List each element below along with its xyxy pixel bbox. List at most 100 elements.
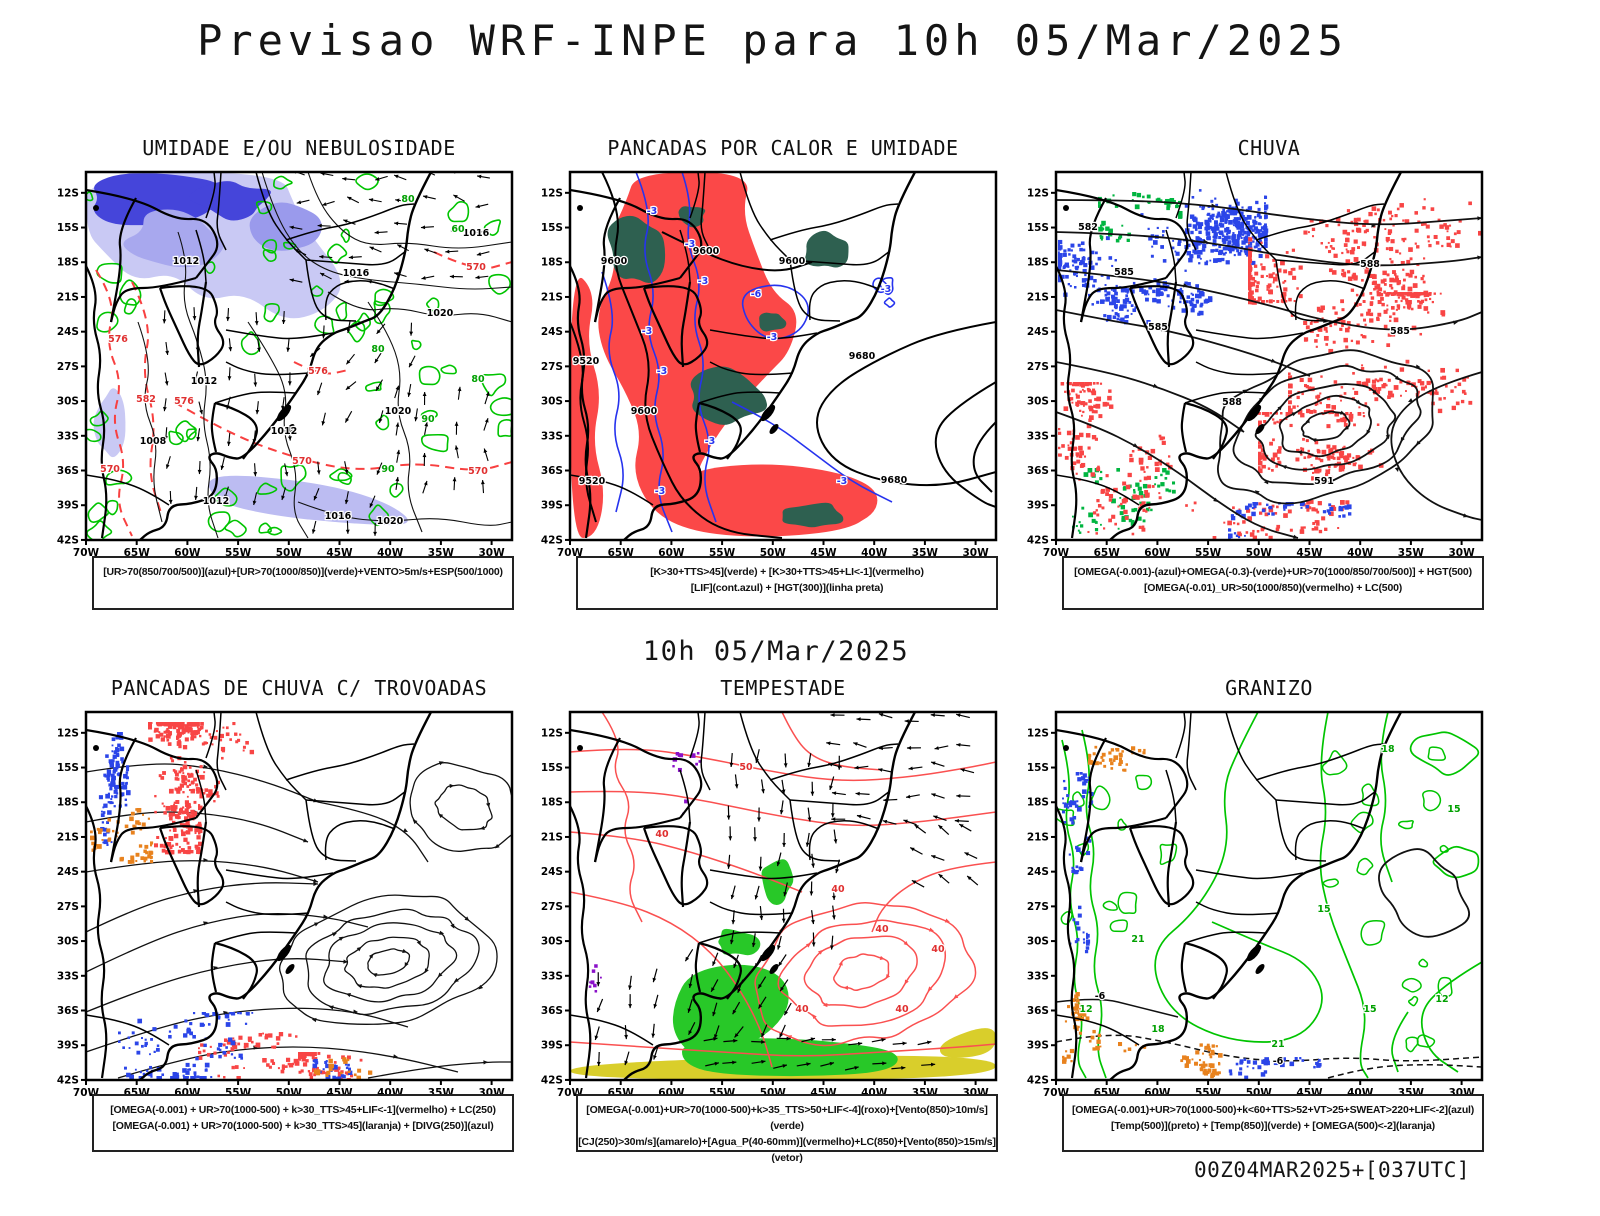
- svg-text:30S: 30S: [541, 936, 563, 948]
- svg-text:570: 570: [466, 262, 486, 273]
- svg-text:12S: 12S: [1027, 187, 1049, 199]
- svg-text:42S: 42S: [57, 534, 79, 546]
- svg-text:40: 40: [895, 1004, 909, 1015]
- svg-text:-6: -6: [1095, 991, 1106, 1002]
- svg-text:15: 15: [1363, 1004, 1376, 1015]
- panel-title: PANCADAS DE CHUVA C/ TROVOADAS: [86, 676, 512, 700]
- svg-text:9680: 9680: [881, 475, 908, 486]
- svg-text:1008: 1008: [140, 436, 167, 447]
- svg-text:21S: 21S: [541, 831, 563, 843]
- svg-text:570: 570: [100, 464, 120, 475]
- svg-text:36S: 36S: [1027, 465, 1049, 477]
- svg-text:39S: 39S: [57, 500, 79, 512]
- legend-line: [OMEGA(-0.001)-(azul)+OMEGA(-0.3)-(verde…: [1064, 564, 1482, 580]
- svg-text:36S: 36S: [1027, 1005, 1049, 1017]
- svg-text:39S: 39S: [1027, 500, 1049, 512]
- svg-text:42S: 42S: [541, 534, 563, 546]
- legend-box: [OMEGA(-0.001)+UR>70(1000-500)+k<60+TTS>…: [1062, 1094, 1484, 1152]
- legend-box: [K>30+TTS>45](verde) + [K>30+TTS>45+LI<-…: [576, 556, 998, 610]
- svg-text:1012: 1012: [173, 256, 199, 267]
- svg-text:12S: 12S: [1027, 727, 1049, 739]
- svg-text:15S: 15S: [1027, 762, 1049, 774]
- svg-text:1016: 1016: [463, 228, 490, 239]
- svg-text:582: 582: [136, 394, 156, 405]
- svg-text:576: 576: [174, 396, 194, 407]
- svg-text:-3: -3: [705, 436, 716, 447]
- weather-map-pancadas-calor: 96009600960096009680968095209520-3-3-3-3…: [540, 170, 1002, 562]
- panel-title: PANCADAS POR CALOR E UMIDADE: [570, 136, 996, 160]
- svg-text:24S: 24S: [1027, 866, 1049, 878]
- svg-text:1012: 1012: [203, 496, 229, 507]
- svg-text:-3: -3: [642, 326, 653, 337]
- svg-text:9600: 9600: [693, 246, 720, 257]
- svg-text:1016: 1016: [325, 511, 352, 522]
- panel-title: CHUVA: [1056, 136, 1482, 160]
- svg-text:36S: 36S: [57, 465, 79, 477]
- legend-line: [LIF](cont.azul) + [HGT(300)](linha pret…: [578, 580, 996, 596]
- weather-map-granizo: 121518211512211518-6-612S15S18S21S24S27S…: [1026, 710, 1488, 1102]
- legend-box: [UR>70(850/700/500)](azul)+[UR>70(1000/8…: [92, 556, 514, 610]
- svg-text:-3: -3: [647, 206, 658, 217]
- svg-text:12S: 12S: [57, 187, 79, 199]
- svg-text:80: 80: [371, 344, 385, 355]
- svg-text:42S: 42S: [1027, 1074, 1049, 1086]
- legend-line: [K>30+TTS>45](verde) + [K>30+TTS>45+LI<-…: [578, 564, 996, 580]
- svg-text:15S: 15S: [57, 222, 79, 234]
- svg-text:30S: 30S: [1027, 936, 1049, 948]
- weather-map-umidade: 1016101610121012100810121020102010201016…: [56, 170, 518, 562]
- legend-line: [OMEGA(-0.001)+UR>70(1000-500)+k<60+TTS>…: [1064, 1102, 1482, 1118]
- svg-text:21S: 21S: [57, 831, 79, 843]
- svg-text:1016: 1016: [343, 268, 370, 279]
- legend-line: [OMEGA(-0.001) + UR>70(1000-500) + k>30_…: [94, 1118, 512, 1134]
- svg-text:18S: 18S: [541, 797, 563, 809]
- svg-text:90: 90: [381, 464, 395, 475]
- svg-text:-6: -6: [1273, 1056, 1284, 1067]
- svg-text:39S: 39S: [541, 1040, 563, 1052]
- svg-text:582: 582: [1078, 222, 1098, 233]
- svg-text:-3: -3: [655, 486, 666, 497]
- svg-text:-3: -3: [881, 284, 892, 295]
- svg-text:33S: 33S: [541, 970, 563, 982]
- svg-text:585: 585: [1390, 326, 1410, 337]
- svg-text:15S: 15S: [541, 222, 563, 234]
- svg-text:27S: 27S: [57, 901, 79, 913]
- svg-text:-3: -3: [698, 276, 709, 287]
- svg-text:585: 585: [1148, 322, 1168, 333]
- svg-text:33S: 33S: [541, 430, 563, 442]
- svg-text:9600: 9600: [779, 256, 806, 267]
- svg-text:18S: 18S: [541, 257, 563, 269]
- svg-text:588: 588: [1360, 259, 1380, 270]
- panel-title: TEMPESTADE: [570, 676, 996, 700]
- svg-text:33S: 33S: [57, 430, 79, 442]
- svg-text:80: 80: [401, 194, 415, 205]
- svg-text:1020: 1020: [427, 308, 454, 319]
- svg-text:42S: 42S: [541, 1074, 563, 1086]
- svg-text:-3: -3: [837, 476, 848, 487]
- svg-text:-3: -3: [685, 239, 696, 250]
- svg-text:50: 50: [739, 762, 753, 773]
- svg-text:80: 80: [471, 374, 485, 385]
- svg-text:33S: 33S: [1027, 430, 1049, 442]
- svg-text:576: 576: [108, 334, 128, 345]
- svg-text:40: 40: [831, 884, 845, 895]
- svg-text:40: 40: [655, 829, 669, 840]
- svg-text:-3: -3: [767, 332, 778, 343]
- svg-text:40: 40: [795, 1004, 809, 1015]
- svg-text:36S: 36S: [541, 465, 563, 477]
- svg-text:12: 12: [1435, 994, 1448, 1005]
- svg-text:576: 576: [308, 366, 328, 377]
- svg-text:570: 570: [468, 466, 488, 477]
- svg-text:15S: 15S: [541, 762, 563, 774]
- svg-text:18: 18: [1151, 1024, 1165, 1035]
- svg-text:588: 588: [1222, 397, 1242, 408]
- svg-text:1012: 1012: [271, 426, 297, 437]
- svg-text:15: 15: [1317, 904, 1330, 915]
- svg-text:24S: 24S: [1027, 326, 1049, 338]
- svg-text:27S: 27S: [541, 361, 563, 373]
- svg-text:15: 15: [1447, 804, 1460, 815]
- svg-text:21S: 21S: [1027, 831, 1049, 843]
